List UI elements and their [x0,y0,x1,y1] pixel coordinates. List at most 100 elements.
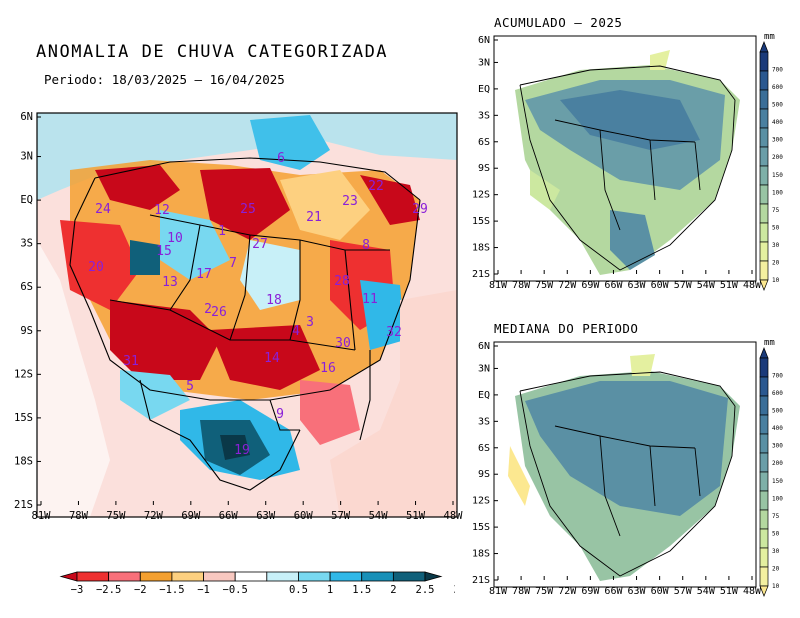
lon-tick-label: 66W [604,280,623,291]
lon-tick-label: 69W [581,280,600,291]
scale-swatch [759,471,769,492]
scale-swatch [759,509,769,530]
lat-tick-label: 12S [14,368,33,380]
scale-tick-label: 200 [772,154,783,161]
basin-label: 3 [306,315,314,330]
colorbar-tick-label: 2.5 [416,584,435,596]
scale-swatch [759,127,769,148]
basin-label: 7 [229,256,237,271]
scale-tick-label: 75 [772,207,780,214]
colorbar-tick-label: −3 [71,584,84,596]
lat-tick-label: 18S [472,549,490,560]
colorbar-swatch [76,571,110,582]
lat-tick-label: EQ [478,84,490,95]
lon-tick-label: 57W [674,280,693,291]
colorbar-swatch [59,571,78,582]
basin-label: 31 [123,354,139,369]
lat-tick-label: 15S [472,522,490,533]
lon-tick-label: 72W [144,510,164,522]
lat-tick-label: 21S [472,575,490,586]
lon-tick-label: 51W [720,280,739,291]
lon-tick-label: 48W [743,586,762,597]
lon-tick-label: 57W [674,586,693,597]
lon-tick-label: 54W [369,510,389,522]
bottom-map-title: MEDIANA DO PERIODO [494,321,639,336]
basin-label: 28 [334,274,350,289]
colorbar-swatch [266,571,299,582]
lon-tick-label: 81W [32,510,52,522]
scale-tick-label: 75 [772,513,780,520]
lat-tick-label: 18S [14,455,33,467]
colorbar-swatch [392,571,426,582]
scale-tick-label: 150 [772,172,783,179]
basin-label: 11 [362,292,378,307]
scale-swatch [759,165,769,186]
scale-tick-label: 30 [772,242,780,249]
lat-tick-label: 6S [478,137,490,148]
scale-swatch [759,433,769,454]
basin-label: 1 [218,224,226,239]
scale-unit: mm [764,32,775,42]
scale-swatch [759,51,769,72]
scale-swatch [759,585,769,597]
lat-tick-label: 21S [472,269,490,280]
scale-tick-label: 700 [772,67,783,74]
lat-tick-label: 21S [14,499,33,511]
basin-label: 9 [276,407,284,422]
colorbar-swatch [424,571,443,582]
scale-swatch [759,528,769,549]
scale-swatch [759,376,769,397]
accumulated-scale: mm 700 600 500 400 300 200 150 100 75 50 30 20 10 [759,32,783,291]
scale-tick-label: 50 [772,224,780,231]
scale-tick-label: 400 [772,119,783,126]
scale-tick-label: 300 [772,137,783,144]
scale-swatch [759,566,769,587]
lon-tick-label: 54W [697,280,716,291]
main-map-title: ANOMALIA DE CHUVA CATEGORIZADA [36,42,389,62]
scale-swatch [759,347,769,359]
lat-tick-label: 3N [478,57,490,68]
lon-tick-label: 66W [219,510,239,522]
lon-tick-label: 63W [256,510,276,522]
colorbar-swatch [203,571,236,582]
lon-tick-label: 81W [489,586,508,597]
lon-tick-label: 78W [69,510,89,522]
basin-label: 21 [306,210,322,225]
colorbar-tick-label: 0.5 [289,584,308,596]
basin-label: 25 [240,202,256,217]
lon-tick-label: 63W [628,586,647,597]
scale-tick-label: 500 [772,102,783,109]
colorbar-swatch [298,571,331,582]
lon-tick-label: 72W [558,586,577,597]
lat-tick-label: EQ [478,390,490,401]
scale-swatch [759,547,769,568]
scale-tick-label: 700 [772,373,783,380]
lat-tick-label: 3N [478,363,490,374]
colorbar-swatch [329,571,363,582]
basin-label: 23 [342,194,358,209]
basin-label: 29 [412,202,428,217]
scale-tick-label: 500 [772,408,783,415]
basin-label: 18 [266,293,282,308]
basin-label: 24 [95,202,111,217]
lat-tick-label: 9S [20,325,33,337]
lon-tick-label: 51W [720,586,739,597]
basin-label: 8 [362,238,370,253]
scale-tick-label: 20 [772,259,780,266]
lat-tick-label: 3N [20,151,33,163]
colorbar-tick-label: 2 [390,584,396,596]
lon-tick-label: 48W [444,510,464,522]
basin-label: 10 [167,231,183,246]
lon-tick-label: 60W [651,586,670,597]
scale-swatch [759,260,769,281]
basin-label: 6 [277,151,285,166]
lon-tick-label: 75W [535,280,554,291]
scale-swatch [759,490,769,511]
colorbar-tick-label: 1.5 [352,584,371,596]
lon-tick-label: 69W [581,586,600,597]
basin-label: 2 [204,302,212,317]
scale-tick-label: 10 [772,583,780,590]
basin-label: 19 [234,443,250,458]
lon-tick-label: 54W [697,586,716,597]
basin-label: 13 [162,275,178,290]
